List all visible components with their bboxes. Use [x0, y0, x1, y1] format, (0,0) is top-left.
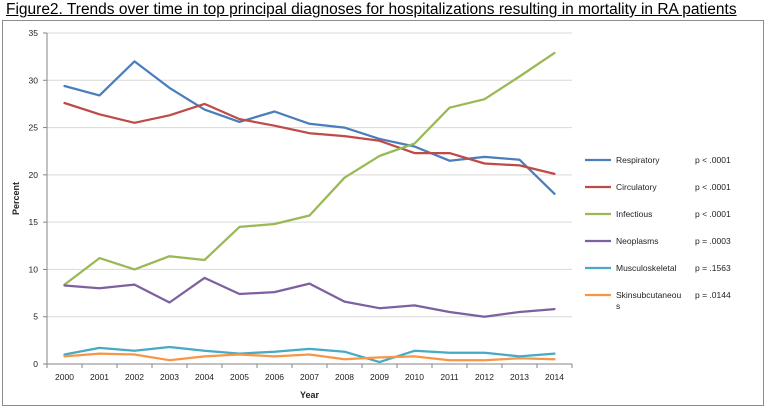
y-tick-label: 35: [29, 28, 39, 38]
series-line-skinsubcutaneous: [63, 352, 556, 362]
legend-pvalue: p < .0001: [695, 182, 731, 192]
x-tick-label: 2001: [90, 372, 109, 382]
legend: Respiratory p < .0001 Circulatory p < .0001…: [585, 155, 731, 311]
x-tick-label: 2009: [370, 372, 389, 382]
y-axis-title: Percent: [11, 182, 21, 215]
x-tick-label: 2003: [160, 372, 179, 382]
x-tick-label: 2000: [55, 372, 74, 382]
legend-label: Neoplasms: [616, 236, 659, 246]
y-tick-label: 10: [29, 264, 39, 274]
x-tick-labels: 2000 2001 2002 2003 2004 2005 2006 2007 2008 2009…: [55, 372, 564, 382]
x-axis-title: Year: [300, 390, 320, 400]
gridlines: [47, 32, 572, 318]
legend-pvalue: p < .0001: [695, 209, 731, 219]
axes: [43, 32, 573, 368]
legend-label: Respiratory: [616, 155, 660, 165]
series-line-musculoskeletal: [63, 345, 556, 364]
figure-title-bar: Figure2. Trends over time in top princip…: [0, 0, 767, 22]
x-tick-label: 2002: [125, 372, 144, 382]
x-tick-label: 2014: [545, 372, 564, 382]
y-tick-label: 25: [29, 123, 39, 133]
series-line-circulatory: [63, 101, 556, 176]
legend-pvalue: p = .0003: [695, 236, 731, 246]
series-line-infectious: [63, 51, 556, 286]
y-tick-label: 5: [33, 312, 38, 322]
series-line-neoplasms: [63, 276, 556, 318]
legend-item: Musculoskeletal p = .1563: [585, 263, 731, 273]
legend-label: Skinsubcutaneou: [616, 290, 681, 300]
x-tick-label: 2008: [335, 372, 354, 382]
legend-label: Circulatory: [616, 182, 657, 192]
legend-label: s: [616, 301, 620, 311]
chart-frame: [2, 20, 764, 406]
legend-item: Respiratory p < .0001: [585, 155, 731, 165]
series-line-respiratory: [63, 60, 556, 195]
legend-label: Infectious: [616, 209, 652, 219]
y-tick-label: 20: [29, 170, 39, 180]
x-tick-label: 2004: [195, 372, 214, 382]
x-tick-label: 2012: [475, 372, 494, 382]
x-tick-label: 2013: [510, 372, 529, 382]
legend-item: Circulatory p < .0001: [585, 182, 731, 192]
x-tick-label: 2007: [300, 372, 319, 382]
x-tick-label: 2006: [265, 372, 284, 382]
x-tick-label: 2011: [440, 372, 459, 382]
legend-item: Infectious p < .0001: [585, 209, 731, 219]
legend-item: Neoplasms p = .0003: [585, 236, 731, 246]
legend-pvalue: p = .1563: [695, 263, 731, 273]
y-tick-label: 30: [29, 75, 39, 85]
y-tick-label: 15: [29, 217, 39, 227]
y-tick-label: 0: [33, 359, 38, 369]
x-tick-label: 2010: [405, 372, 424, 382]
figure-title: Figure2. Trends over time in top princip…: [6, 1, 737, 18]
legend-pvalue: p = .0144: [695, 290, 731, 300]
legend-pvalue: p < .0001: [695, 155, 731, 165]
series-lines: [63, 51, 556, 364]
legend-label: Musculoskeletal: [616, 263, 677, 273]
y-tick-labels: 0 5 10 15 20 25 30 35: [29, 28, 39, 369]
x-tick-label: 2005: [230, 372, 249, 382]
